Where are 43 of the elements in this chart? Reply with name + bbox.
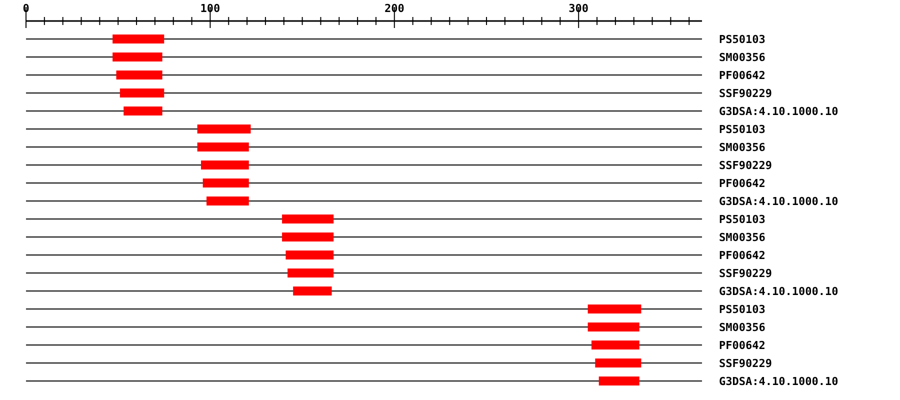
- bar: [288, 268, 334, 278]
- x-tick-label: 200: [384, 2, 404, 15]
- bar: [286, 250, 334, 260]
- y-tick-label: G3DSA:4.10.1000.10: [719, 105, 838, 118]
- bar: [202, 178, 249, 188]
- bar: [588, 322, 640, 332]
- bar: [120, 88, 164, 98]
- bar: [293, 286, 332, 296]
- y-tick-label: PF00642: [719, 69, 766, 82]
- y-tick-label: SM00356: [719, 141, 766, 154]
- bar: [197, 142, 249, 152]
- y-tick-label: PF00642: [719, 177, 766, 190]
- x-tick-label: 300: [568, 2, 589, 15]
- bar: [591, 340, 640, 350]
- y-tick-label: PS50103: [719, 33, 766, 46]
- bar: [588, 304, 642, 314]
- bar: [112, 34, 164, 44]
- y-tick-label: SSF90229: [719, 87, 772, 100]
- bar: [598, 376, 640, 386]
- y-tick-label: SM00356: [719, 321, 766, 334]
- y-tick-label: G3DSA:4.10.1000.10: [719, 375, 838, 388]
- bar: [282, 214, 334, 224]
- bar: [282, 232, 334, 242]
- y-tick-label: SM00356: [719, 51, 766, 64]
- x-tick-label: 100: [200, 2, 220, 15]
- y-tick-label: SSF90229: [719, 159, 772, 172]
- y-tick-label: G3DSA:4.10.1000.10: [719, 285, 838, 298]
- y-tick-label: PF00642: [719, 339, 766, 352]
- y-tick-label: SM00356: [719, 231, 766, 244]
- y-tick-label: SSF90229: [719, 267, 772, 280]
- bar: [200, 160, 249, 170]
- bar: [124, 106, 162, 116]
- y-tick-label: PF00642: [719, 249, 766, 262]
- y-tick-label: PS50103: [719, 213, 766, 226]
- bar: [112, 52, 162, 62]
- y-tick-label: PS50103: [719, 303, 766, 316]
- bar: [206, 196, 249, 206]
- y-tick-label: SSF90229: [719, 357, 772, 370]
- y-tick-label: PS50103: [719, 123, 766, 136]
- bar: [116, 70, 162, 80]
- bar: [595, 358, 642, 368]
- y-tick-label: G3DSA:4.10.1000.10: [719, 195, 838, 208]
- bar: [197, 124, 251, 134]
